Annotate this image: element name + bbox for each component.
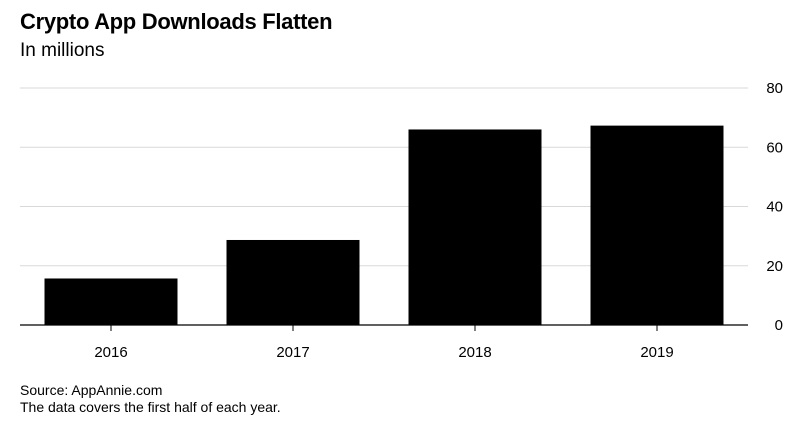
- chart-subtitle: In millions: [20, 40, 105, 61]
- chart-footer: Source: AppAnnie.com The data covers the…: [20, 382, 281, 416]
- data-note: The data covers the first half of each y…: [20, 399, 281, 415]
- y-tick-label-80: 80: [766, 80, 783, 97]
- source-note: Source: AppAnnie.com: [20, 382, 163, 398]
- bar-2016: [44, 278, 178, 325]
- y-tick-label-40: 40: [766, 199, 783, 216]
- y-tick-labels: 0 20 40 60 80: [766, 80, 783, 334]
- bar-2017: [226, 239, 360, 325]
- y-tick-label-20: 20: [766, 258, 783, 275]
- bar-2019: [590, 125, 724, 325]
- y-tick-label-0: 0: [775, 317, 783, 334]
- x-tick-label-2017: 2017: [276, 344, 309, 361]
- bar-2018: [408, 129, 542, 325]
- y-tick-label-60: 60: [766, 139, 783, 156]
- x-axis: [20, 324, 748, 331]
- x-tick-label-2018: 2018: [458, 344, 491, 361]
- x-tick-label-2019: 2019: [640, 344, 673, 361]
- x-tick-label-2016: 2016: [94, 344, 127, 361]
- chart-title: Crypto App Downloads Flatten: [20, 9, 333, 34]
- bars: [44, 125, 724, 325]
- x-tick-labels: 2016 2017 2018 2019: [94, 344, 673, 361]
